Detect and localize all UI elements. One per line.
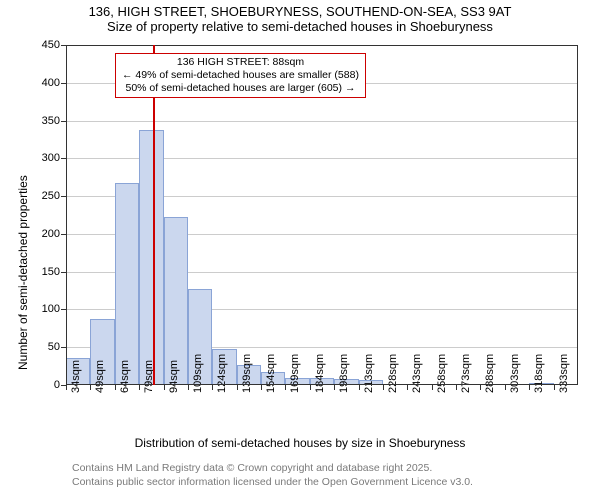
xtick-mark — [359, 385, 360, 390]
xtick-mark — [115, 385, 116, 390]
y-axis-line — [66, 45, 67, 385]
xtick-label: 34sqm — [70, 360, 82, 393]
x-axis-label: Distribution of semi-detached houses by … — [0, 436, 600, 450]
xtick-mark — [285, 385, 286, 390]
xtick-mark — [139, 385, 140, 390]
x-axis-line — [66, 384, 578, 385]
xtick-label: 228sqm — [387, 354, 399, 393]
annotation-line-1: 136 HIGH STREET: 88sqm — [122, 56, 359, 69]
xtick-mark — [505, 385, 506, 390]
attribution-line-1: Contains HM Land Registry data © Crown c… — [72, 462, 473, 476]
ytick-label: 450 — [42, 39, 66, 51]
attribution-line-2: Contains public sector information licen… — [72, 476, 473, 490]
histogram-bar — [115, 183, 139, 385]
xtick-mark — [164, 385, 165, 390]
title-line2: Size of property relative to semi-detach… — [0, 19, 600, 34]
xtick-label: 318sqm — [533, 354, 545, 393]
xtick-label: 258sqm — [436, 354, 448, 393]
xtick-label: 184sqm — [314, 354, 326, 393]
xtick-mark — [383, 385, 384, 390]
ytick-label: 300 — [42, 152, 66, 164]
xtick-label: 64sqm — [119, 360, 131, 393]
ytick-label: 50 — [48, 341, 66, 353]
xtick-mark — [334, 385, 335, 390]
xtick-mark — [66, 385, 67, 390]
xtick-mark — [456, 385, 457, 390]
y-axis-label: Number of semi-detached properties — [16, 175, 30, 370]
xtick-mark — [480, 385, 481, 390]
annotation-line-2: ← 49% of semi-detached houses are smalle… — [122, 69, 359, 82]
xtick-label: 333sqm — [558, 354, 570, 393]
xtick-label: 169sqm — [289, 354, 301, 393]
ytick-label: 200 — [42, 228, 66, 240]
xtick-label: 213sqm — [363, 354, 375, 393]
xtick-label: 139sqm — [241, 354, 253, 393]
xtick-label: 94sqm — [168, 360, 180, 393]
xtick-label: 154sqm — [265, 354, 277, 393]
annotation-line-3: 50% of semi-detached houses are larger (… — [122, 82, 359, 95]
title-line1: 136, HIGH STREET, SHOEBURYNESS, SOUTHEND… — [0, 4, 600, 19]
xtick-label: 303sqm — [509, 354, 521, 393]
ytick-label: 350 — [42, 115, 66, 127]
ytick-label: 250 — [42, 190, 66, 202]
xtick-mark — [310, 385, 311, 390]
xtick-label: 288sqm — [484, 354, 496, 393]
histogram-bar — [139, 130, 163, 385]
chart-title-block: 136, HIGH STREET, SHOEBURYNESS, SOUTHEND… — [0, 4, 600, 34]
top-axis-line — [66, 45, 578, 46]
xtick-mark — [188, 385, 189, 390]
xtick-label: 243sqm — [411, 354, 423, 393]
ytick-label: 0 — [54, 379, 66, 391]
annotation-box: 136 HIGH STREET: 88sqm ← 49% of semi-det… — [115, 53, 366, 98]
xtick-mark — [90, 385, 91, 390]
attribution-block: Contains HM Land Registry data © Crown c… — [72, 462, 473, 489]
right-axis-line — [577, 45, 578, 385]
xtick-mark — [237, 385, 238, 390]
xtick-mark — [432, 385, 433, 390]
grid-line — [66, 121, 578, 122]
ytick-label: 150 — [42, 266, 66, 278]
ytick-label: 400 — [42, 77, 66, 89]
xtick-mark — [212, 385, 213, 390]
xtick-mark — [407, 385, 408, 390]
xtick-label: 124sqm — [216, 354, 228, 393]
xtick-mark — [529, 385, 530, 390]
xtick-label: 198sqm — [338, 354, 350, 393]
xtick-mark — [261, 385, 262, 390]
ytick-label: 100 — [42, 303, 66, 315]
xtick-label: 273sqm — [460, 354, 472, 393]
xtick-mark — [554, 385, 555, 390]
xtick-label: 49sqm — [94, 360, 106, 393]
xtick-label: 109sqm — [192, 354, 204, 393]
